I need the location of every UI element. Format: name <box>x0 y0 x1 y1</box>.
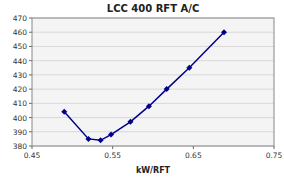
marker <box>164 86 170 92</box>
line <box>64 32 224 140</box>
y-tick-label: 410 <box>13 99 28 108</box>
chart: 380 390 400 410 420 430 440 450 460 470 0.45 0.55 0.… <box>0 0 284 177</box>
marker <box>85 136 91 142</box>
series <box>61 29 227 143</box>
y-tick-label: 430 <box>13 71 28 80</box>
marker <box>98 137 104 143</box>
marker <box>146 103 152 109</box>
y-tick-label: 420 <box>13 85 28 94</box>
marker <box>61 109 67 115</box>
marker <box>127 119 133 125</box>
marker <box>186 65 192 71</box>
grid-line <box>32 89 274 90</box>
grid-line <box>32 60 274 61</box>
title: LCC 400 RFT A/C <box>107 3 199 14</box>
y-tick-label: 390 <box>13 128 28 137</box>
x-tick-label: 0.45 <box>24 151 41 160</box>
grid-line <box>32 32 274 33</box>
y-tick-label: 450 <box>13 42 28 51</box>
y-tick-label: 440 <box>13 57 28 66</box>
y-tick-label: 400 <box>13 114 28 123</box>
x-axis-label: kW/RFT <box>136 166 171 175</box>
plot-frame <box>32 18 274 146</box>
x-tick-label: 0.65 <box>185 151 202 160</box>
chart-container: 380 390 400 410 420 430 440 450 460 470 0.45 0.55 0.… <box>0 0 284 177</box>
grid-line <box>32 46 274 47</box>
grid-line <box>32 131 274 132</box>
y-tick-label: 470 <box>13 14 28 23</box>
marker <box>221 29 227 35</box>
grid-line <box>32 74 274 75</box>
x-tick-label: 0.55 <box>104 151 121 160</box>
y-tick-label: 460 <box>13 28 28 37</box>
marker <box>108 132 114 138</box>
plot-background <box>32 18 274 146</box>
y-tick-label: 380 <box>13 142 28 151</box>
x-tick-label: 0.75 <box>266 151 283 160</box>
